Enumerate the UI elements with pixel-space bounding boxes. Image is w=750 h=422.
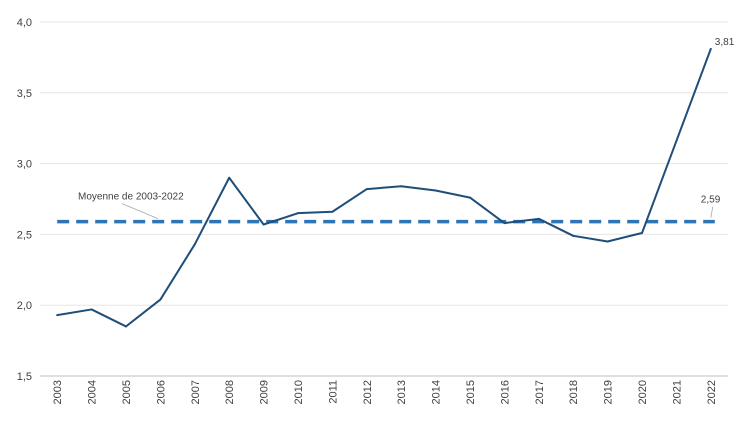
x-tick-label: 2010 — [293, 380, 305, 404]
last-value-label: 3,81 — [715, 37, 735, 48]
data-point — [228, 176, 231, 179]
data-point — [606, 240, 609, 243]
y-tick-label: 2,0 — [17, 300, 32, 312]
data-point — [193, 243, 196, 246]
average-label-leader — [121, 203, 159, 220]
y-tick-label: 4,0 — [17, 17, 32, 29]
y-tick-label: 1,5 — [17, 371, 32, 383]
x-tick-label: 2011 — [327, 380, 339, 404]
data-point — [331, 210, 334, 213]
x-tick-label: 2008 — [224, 380, 236, 404]
x-tick-label: 2007 — [190, 380, 202, 404]
x-tick-label: 2003 — [52, 380, 64, 404]
series-line — [57, 48, 712, 328]
x-tick-label: 2004 — [87, 380, 99, 404]
data-point — [56, 314, 59, 317]
x-tick-label: 2019 — [603, 380, 615, 404]
x-tick-label: 2022 — [706, 380, 718, 404]
series-points — [56, 47, 712, 328]
data-point — [675, 139, 678, 142]
x-tick-label: 2014 — [431, 380, 443, 404]
data-point — [469, 196, 471, 199]
data-point — [90, 308, 93, 311]
x-tick-label: 2013 — [396, 380, 408, 404]
x-tick-label: 2009 — [259, 380, 271, 404]
x-tick-label: 2012 — [362, 380, 374, 404]
y-axis: 1,5 2,0 2,5 3,0 3,5 4,0 — [17, 17, 32, 383]
y-tick-label: 3,5 — [17, 88, 32, 100]
y-tick-label: 3,0 — [17, 159, 32, 171]
x-tick-label: 2005 — [121, 380, 133, 404]
x-tick-label: 2006 — [155, 380, 167, 404]
data-point — [537, 217, 540, 220]
x-tick-label: 2021 — [671, 380, 683, 404]
data-point — [262, 223, 265, 226]
data-point — [125, 325, 127, 328]
x-tick-label: 2018 — [568, 380, 580, 404]
x-tick-label: 2015 — [465, 380, 477, 404]
x-tick-label: 2017 — [534, 380, 546, 404]
data-point — [641, 231, 643, 234]
data-point — [572, 234, 575, 237]
data-point — [503, 222, 506, 225]
x-axis: 2003 2004 2005 2006 2007 2008 2009 2010 2011 2012… — [52, 380, 718, 404]
x-tick-label: 2016 — [499, 380, 511, 404]
data-point — [400, 185, 403, 188]
data-point — [159, 298, 162, 301]
data-point — [709, 47, 712, 50]
gridlines — [40, 21, 728, 306]
y-tick-label: 2,5 — [17, 229, 32, 241]
x-tick-label: 2020 — [637, 380, 649, 404]
average-value-leader — [710, 206, 714, 218]
average-label: Moyenne de 2003-2022 — [78, 192, 184, 203]
average-value-label: 2,59 — [701, 195, 721, 206]
data-point — [434, 189, 437, 192]
data-point — [365, 188, 368, 191]
data-point — [297, 212, 299, 215]
